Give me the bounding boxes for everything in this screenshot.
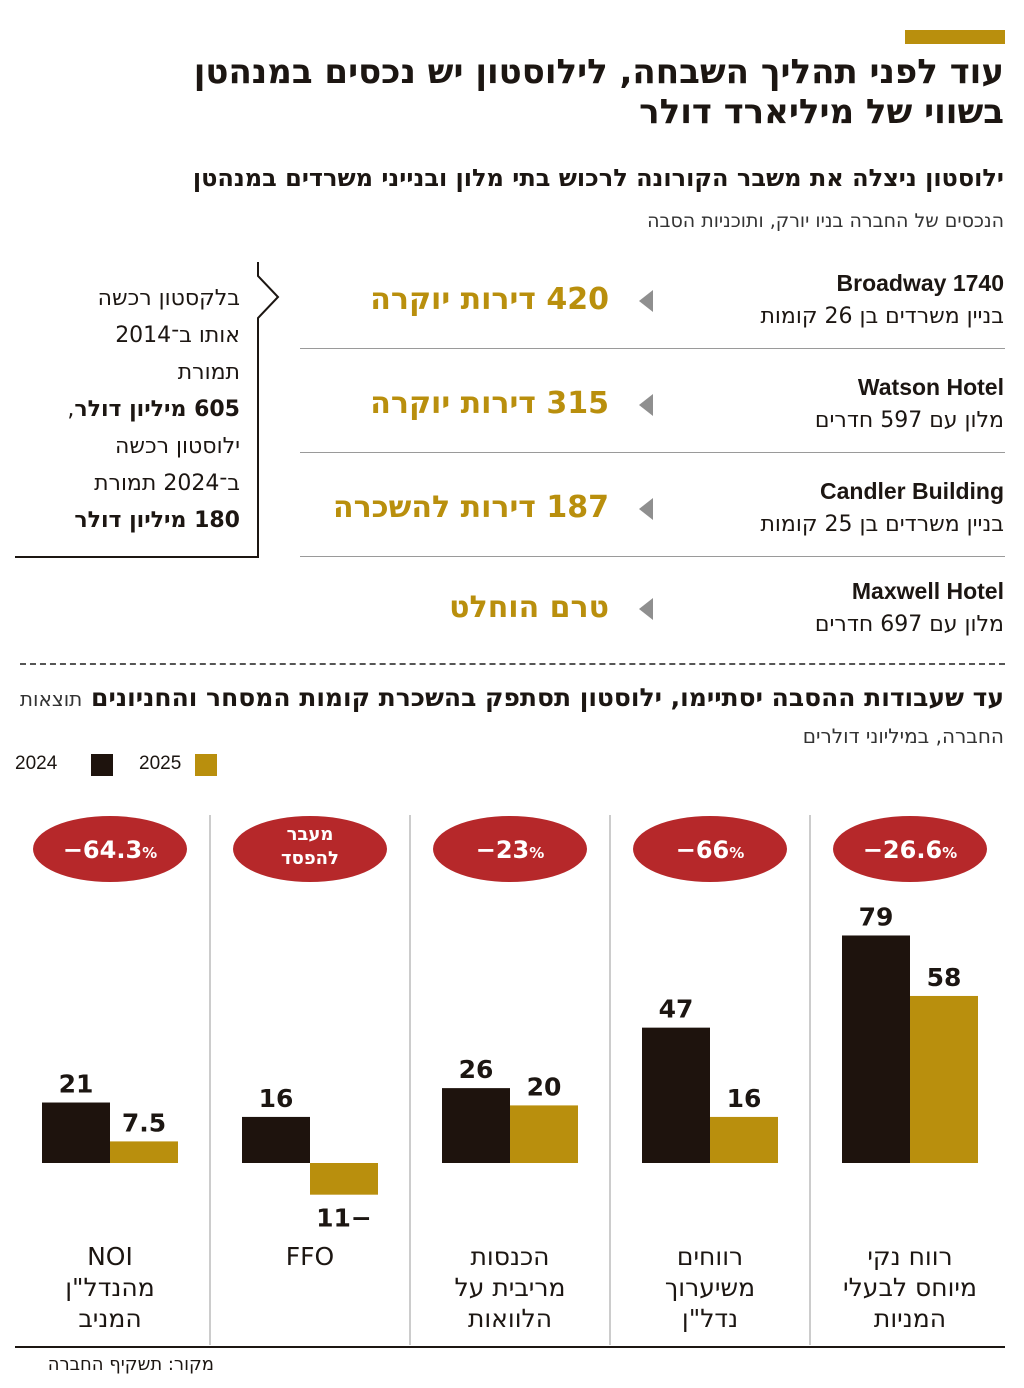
callout-line: תמורת — [177, 360, 240, 385]
badge-text: מעבר — [287, 824, 334, 845]
category-label: NOI — [87, 1242, 133, 1271]
legend-label-2025: 2025 — [139, 753, 182, 774]
row-divider — [300, 348, 1005, 349]
property-row: Candler Building בניין משרדים בן 25 קומו… — [299, 470, 1004, 574]
category-label: רווחים — [677, 1242, 743, 1271]
callout-line: בלקסטון רכשה — [97, 286, 240, 311]
change-badge — [833, 816, 987, 882]
change-badge — [633, 816, 787, 882]
arrow-left-icon — [639, 598, 653, 620]
property-row: Broadway 1740 בניין משרדים בן 26 קומות 4… — [299, 262, 1004, 366]
data-label-2025: 20 — [527, 1072, 562, 1101]
property-desc: מלון עם 697 חדרים — [814, 612, 1004, 637]
callout-line: 180 מיליון דולר — [25, 502, 240, 539]
category-label: רווח נקי — [867, 1242, 952, 1271]
data-label-2025: −11 — [316, 1204, 372, 1233]
property-desc: בניין משרדים בן 26 קומות — [760, 304, 1004, 329]
badge-percent: % — [142, 844, 157, 862]
section1-title: ילוסטון ניצלה את משבר הקורונה לרכוש בתי … — [192, 164, 1004, 192]
category-label: מיוחס לבעלי — [843, 1273, 977, 1302]
row-divider — [300, 556, 1005, 557]
property-name: Watson Hotel — [857, 374, 1004, 400]
badge-text: להפסד — [281, 848, 339, 869]
page-title: עוד לפני תהליך השבחה, לילוסטון יש נכסים … — [193, 52, 1004, 132]
category-label: מהנדל"ן — [65, 1273, 155, 1302]
property-desc: בניין משרדים בן 25 קומות — [760, 512, 1004, 537]
category-label: נדל"ן — [682, 1304, 738, 1333]
badge-value: −64.3% — [63, 836, 157, 864]
data-label-2024: 26 — [459, 1055, 494, 1084]
section2-title: עד שעבודות ההסבה יסתיימו, ילוסטון תסתפק … — [19, 680, 1004, 754]
badge-percent: % — [529, 844, 544, 862]
data-label-2024: 16 — [259, 1084, 294, 1113]
category-label: הכנסות — [470, 1242, 549, 1271]
property-name: Maxwell Hotel — [851, 578, 1004, 604]
legend-swatch-2025 — [195, 754, 217, 776]
callout-line: ב־2024 תמורת — [94, 471, 240, 496]
section2-note: תוצאות החברה, במיליוני דולרים — [19, 687, 1004, 748]
change-badge — [33, 816, 187, 882]
bar-2024 — [242, 1116, 310, 1163]
badge-value: −26.6% — [863, 836, 957, 864]
category-label: הלוואות — [468, 1304, 552, 1333]
category-label: המניות — [874, 1304, 946, 1333]
property-row: Maxwell Hotel מלון עם 697 חדרים טרם הוחל… — [299, 570, 1004, 674]
data-label-2024: 79 — [859, 902, 894, 931]
property-plan: 315 דירות יוקרה — [370, 386, 609, 421]
bar-2025 — [510, 1105, 578, 1163]
category-label: FFO — [286, 1242, 334, 1271]
bar-2024 — [442, 1088, 510, 1163]
arrow-left-icon — [639, 394, 653, 416]
legend-label-2024: 2024 — [15, 753, 58, 774]
data-label-2024: 47 — [659, 995, 694, 1024]
property-row: Watson Hotel מלון עם 597 חדרים 315 דירות… — [299, 366, 1004, 470]
change-badge — [233, 816, 387, 882]
callout-line: אותו ב־2014 — [115, 323, 240, 348]
legend-swatch-2024 — [91, 754, 113, 776]
callout-amount: 605 מיליון דולר — [74, 397, 240, 422]
data-label-2024: 21 — [59, 1070, 94, 1099]
bar-2024 — [642, 1027, 710, 1163]
section2-title-text: עד שעבודות ההסבה יסתיימו, ילוסטון תסתפק … — [91, 683, 1004, 712]
callout-line: ילוסטון רכשה — [115, 434, 240, 459]
bar-2025 — [310, 1163, 378, 1195]
source-note: מקור: תשקיף החברה — [47, 1354, 214, 1375]
callout-comma: , — [67, 397, 75, 422]
callout-line: 605 מיליון דולר, — [25, 391, 240, 428]
badge-percent: % — [942, 844, 957, 862]
callout-amount: 180 מיליון דולר — [74, 508, 240, 533]
arrow-left-icon — [639, 290, 653, 312]
property-plan: טרם הוחלט — [449, 590, 609, 625]
property-plan: 187 דירות להשכרה — [332, 490, 609, 525]
category-label: משיערוך — [665, 1273, 755, 1302]
change-badge — [433, 816, 587, 882]
bar-2025 — [710, 1116, 778, 1163]
arrow-left-icon — [639, 498, 653, 520]
bar-2025 — [110, 1141, 178, 1163]
row-divider — [300, 452, 1005, 453]
badge-percent: % — [729, 844, 744, 862]
section1-note: הנכסים של החברה בניו יורק, ותוכניות הסבה — [647, 210, 1004, 232]
section-divider — [20, 663, 1005, 665]
category-label: המניב — [78, 1304, 141, 1333]
accent-bar — [905, 30, 1005, 44]
bar-2025 — [910, 995, 978, 1163]
category-label: מריבית על — [455, 1273, 566, 1302]
data-label-2025: 7.5 — [122, 1108, 166, 1137]
property-name: Candler Building — [820, 478, 1004, 504]
bar-2024 — [842, 935, 910, 1163]
data-label-2025: 16 — [727, 1084, 762, 1113]
property-plan: 420 דירות יוקרה — [370, 282, 609, 317]
callout-text: בלקסטון רכשה אותו ב־2014 תמורת 605 מיליו… — [25, 280, 240, 539]
data-label-2025: 58 — [927, 963, 962, 992]
property-desc: מלון עם 597 חדרים — [814, 408, 1004, 433]
bar-2024 — [42, 1102, 110, 1163]
property-name: Broadway 1740 — [836, 270, 1004, 296]
